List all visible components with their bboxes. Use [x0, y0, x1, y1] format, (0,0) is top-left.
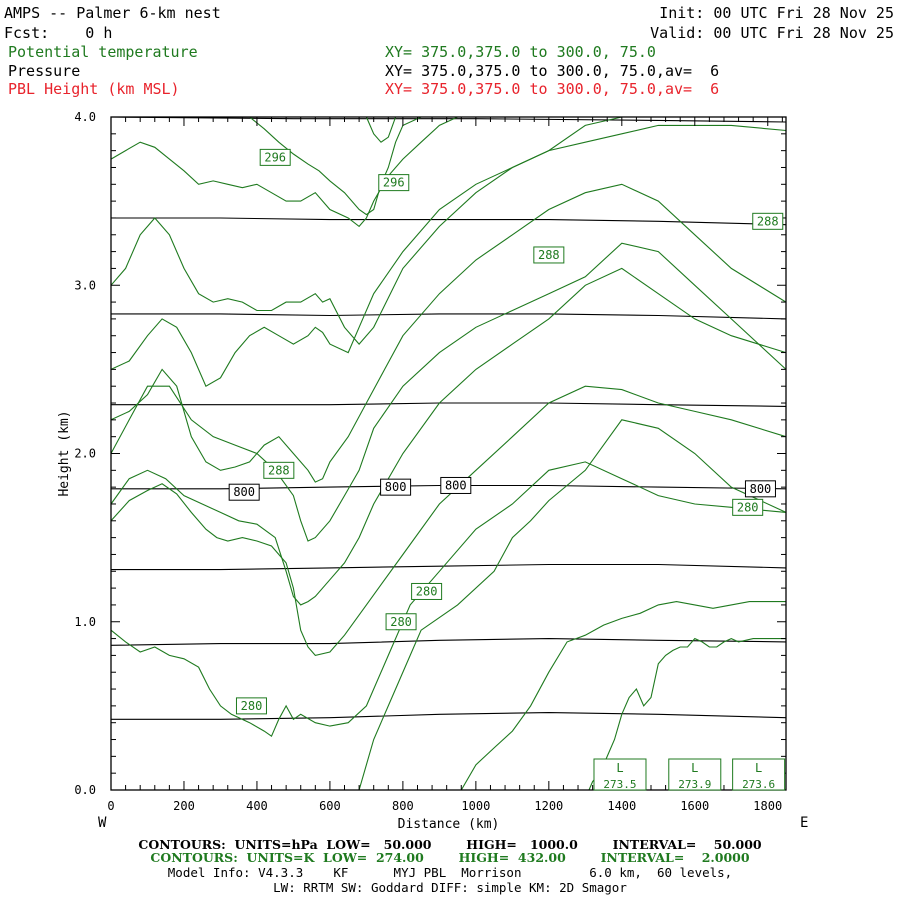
theta-label: 296	[383, 176, 405, 190]
pressure-contour-5	[111, 402, 787, 407]
theta-label: 280	[241, 699, 263, 713]
x-tick-label: 200	[173, 799, 195, 813]
low-marker-letter: L	[755, 761, 762, 775]
theta-label: 296	[264, 150, 286, 164]
east-label: E	[800, 815, 809, 831]
theta-contour-11	[365, 116, 397, 143]
theta-label: 288	[268, 463, 290, 477]
x-tick-label: 0	[107, 799, 114, 813]
x-tick-label: 1800	[753, 799, 782, 813]
pressure-label-box	[744, 480, 776, 498]
theta-label-box	[259, 148, 291, 166]
xy-pressure: XY= 375.0,375.0 to 300.0, 75.0,av= 6	[385, 62, 720, 80]
pressure-contour-6	[111, 313, 787, 320]
pressure-label: 800	[750, 482, 772, 496]
theta-contour-2	[110, 461, 787, 738]
theta-label-box	[263, 461, 295, 479]
field-label-pressure: Pressure	[8, 62, 81, 80]
xy-theta: XY= 375.0,375.0 to 300.0, 75.0	[385, 43, 656, 61]
low-marker-box	[668, 758, 722, 791]
field-label-pbl: PBL Height (km MSL)	[8, 80, 180, 98]
x-axis-title: Distance (km)	[398, 817, 500, 832]
pressure-label: 800	[445, 478, 467, 492]
low-marker-box	[732, 758, 786, 791]
valid-time: Valid: 00 UTC Fri 28 Nov 25	[650, 24, 894, 42]
pressure-contour-2	[110, 638, 787, 646]
x-tick-label: 1200	[534, 799, 563, 813]
x-tick-label: 600	[319, 799, 341, 813]
y-tick-label: 1.0	[74, 615, 96, 629]
theta-label-box	[235, 697, 267, 715]
theta-label-box	[732, 498, 764, 516]
pressure-label-box	[380, 478, 412, 496]
low-marker-value: 273.6	[742, 778, 775, 791]
model-info: Model Info: V4.3.3 KF MYJ PBL Morrison 6…	[167, 865, 733, 880]
pressure-label-box	[228, 483, 260, 501]
pressure-contour-info: CONTOURS: UNITS=hPa LOW= 50.000 HIGH= 10…	[138, 837, 762, 852]
y-tick-label: 0.0	[74, 783, 96, 797]
theta-contour-4	[110, 267, 787, 606]
theta-label: 280	[390, 615, 412, 629]
x-tick-label: 400	[246, 799, 268, 813]
theta-label-box	[411, 582, 443, 600]
theta-label: 288	[538, 248, 560, 262]
low-marker-value: 273.9	[678, 778, 711, 791]
pressure-contour-7	[111, 217, 787, 226]
theta-label-box	[378, 174, 410, 192]
theta-label-box	[385, 613, 417, 631]
theta-contour-13	[588, 637, 786, 791]
init-time: Init: 00 UTC Fri 28 Nov 25	[659, 4, 894, 22]
theta-contour-12	[460, 601, 786, 791]
y-axis-title: Height (km)	[57, 410, 72, 496]
forecast-hour: Fcst: 0 h	[4, 24, 113, 42]
low-marker-value: 273.5	[603, 778, 636, 791]
pressure-label: 800	[233, 485, 255, 499]
theta-label-box	[533, 246, 565, 264]
pressure-contour-3	[111, 563, 787, 571]
theta-contour-8	[110, 116, 786, 345]
theta-contour-3	[110, 385, 787, 657]
x-tick-label: 1000	[461, 799, 490, 813]
y-tick-label: 3.0	[74, 278, 96, 292]
y-tick-label: 4.0	[74, 110, 96, 124]
theta-contour-9	[110, 116, 786, 228]
theta-label-box	[752, 212, 784, 230]
theta-contour-7	[110, 124, 787, 387]
field-label-theta: Potential temperature	[8, 43, 198, 61]
x-tick-label: 800	[392, 799, 414, 813]
theta-label: 280	[737, 500, 759, 514]
pressure-label: 800	[385, 480, 407, 494]
theta-contour-1	[358, 419, 787, 791]
y-tick-label: 2.0	[74, 447, 96, 461]
low-marker-box	[593, 758, 647, 791]
xy-pbl: XY= 375.0,375.0 to 300.0, 75.0,av= 6	[385, 80, 720, 98]
pressure-contour-1	[111, 712, 787, 720]
theta-label: 280	[416, 584, 438, 598]
low-marker-letter: L	[616, 761, 623, 775]
pressure-label-box	[440, 476, 472, 494]
theta-contour-5	[110, 242, 787, 542]
x-tick-label: 1400	[607, 799, 636, 813]
theta-contour-6	[110, 183, 787, 483]
theta-contour-info: CONTOURS: UNITS=K LOW= 274.00 HIGH= 432.…	[150, 850, 750, 865]
plot-title: AMPS -- Palmer 6-km nest	[4, 4, 221, 22]
west-label: W	[98, 815, 107, 831]
low-marker-letter: L	[691, 761, 698, 775]
pressure-contour-4	[111, 484, 787, 490]
model-physics-info: LW: RRTM SW: Goddard DIFF: simple KM: 2D…	[273, 880, 627, 895]
x-tick-label: 1600	[680, 799, 709, 813]
theta-label: 288	[757, 214, 779, 228]
